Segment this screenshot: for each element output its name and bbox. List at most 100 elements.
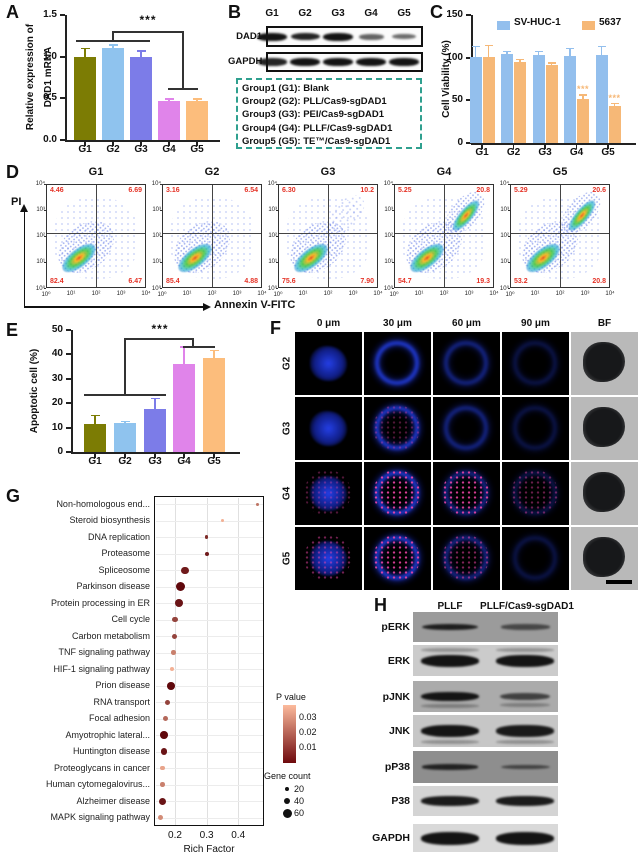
transfection-speckles xyxy=(442,469,490,517)
image-g3-90μm xyxy=(502,397,569,460)
flow-y-tick-label: 10² xyxy=(500,233,509,239)
group-legend-line: Group4 (G4): PLLF/Cas9-sgDAD1 xyxy=(242,122,393,134)
error-bar-cap xyxy=(150,397,160,400)
dot-plot-frame xyxy=(154,496,264,826)
flow-x-tick-label: 10² xyxy=(555,291,565,297)
error-bar-cap xyxy=(90,414,100,417)
pathway-label: Cell cycle xyxy=(111,614,150,625)
flow-x-tick-label: 10⁰ xyxy=(41,292,51,298)
pvalue-legend-title: P value xyxy=(276,692,306,702)
grid-line-horizontal xyxy=(155,702,263,704)
flow-y-tick xyxy=(276,210,278,211)
x-tick-label: 0.4 xyxy=(231,830,246,841)
error-bar-cap xyxy=(164,98,174,100)
image-g4-0μm xyxy=(295,462,362,525)
x-tick xyxy=(140,142,142,146)
grid-line-horizontal xyxy=(155,537,263,539)
transfection-speckles xyxy=(304,469,352,517)
pathway-label: Huntington disease xyxy=(72,746,150,757)
significance-stars: *** xyxy=(608,92,621,103)
quadrant-value-ul: 4.46 xyxy=(50,187,64,194)
grid-line-horizontal xyxy=(155,801,263,803)
band-faint-pjnk-lane2 xyxy=(499,703,551,708)
band-erk-lane2 xyxy=(496,654,554,667)
lane-header-g5: G5 xyxy=(397,8,411,19)
band-perk-lane2 xyxy=(500,624,550,630)
flow-y-tick xyxy=(276,262,278,263)
blot-name-perk: pERK xyxy=(381,621,410,633)
y-tick-label: 50 xyxy=(451,94,463,106)
x-tick xyxy=(607,145,609,149)
quadrant-line-vertical xyxy=(328,185,329,287)
error-bar xyxy=(519,59,521,62)
flow-y-tick-label: 10² xyxy=(268,233,277,239)
genecount-dot xyxy=(284,786,290,792)
y-tick xyxy=(466,99,471,102)
spheroid-brightfield-blob xyxy=(583,472,625,513)
y-tick-label: 40 xyxy=(51,348,63,360)
flow-x-tick-label: 10⁴ xyxy=(489,291,499,297)
pathway-label: Steroid biosynthesis xyxy=(69,515,150,526)
x-category-label: G2 xyxy=(106,144,120,155)
panel-e-apoptosis-bar-chart: E Apoptotic cell (%) 0 10 20 30 40 50 G1 G2 G3 G4… xyxy=(0,318,265,486)
pathway-label: Proteasome xyxy=(101,548,150,559)
band-pp38-lane1 xyxy=(422,764,478,770)
y-tick-label: 1.0 xyxy=(43,50,57,62)
band-faint-pjnk-lane1 xyxy=(421,704,479,708)
band-perk-lane1 xyxy=(421,623,479,631)
bar-g5-svhuc1 xyxy=(595,55,608,143)
quadrant-line-vertical xyxy=(444,185,445,287)
fluorescence-ring xyxy=(512,340,557,385)
pathway-label: Parkinson disease xyxy=(76,581,150,592)
x-tick xyxy=(196,142,198,146)
column-header-2: 30 μm xyxy=(383,318,412,329)
image-g4-bf xyxy=(571,462,638,525)
flow-y-tick-label: 10⁴ xyxy=(499,181,509,187)
panel-a-y-axis-title-text: Relative expression of DAD1 mRNA xyxy=(25,23,54,131)
panel-h-label: H xyxy=(374,595,387,615)
y-axis xyxy=(71,330,73,454)
flow-x-tick-label: 10² xyxy=(207,291,217,297)
grid-line-vertical xyxy=(238,497,240,825)
band-p38-lane1 xyxy=(421,796,479,806)
flow-y-tick-label: 10³ xyxy=(36,207,45,213)
flow-x-tick-label: 10² xyxy=(91,291,101,297)
flow-y-tick-label: 10¹ xyxy=(500,259,509,265)
flow-x-tick-label: 10¹ xyxy=(66,291,76,297)
error-bar xyxy=(154,398,156,410)
error-bar xyxy=(168,99,170,101)
panel-e-y-axis-title: Apoptotic cell (%) xyxy=(24,336,40,446)
y-tick xyxy=(66,451,71,453)
grid-line-horizontal xyxy=(155,669,263,671)
image-g3-bf xyxy=(571,397,638,460)
y-tick xyxy=(66,353,71,356)
y-tick-label: 10 xyxy=(51,421,63,433)
quadrant-line-vertical xyxy=(212,185,213,287)
blot-name-pjnk: pJNK xyxy=(382,690,410,703)
flow-title-g1: G1 xyxy=(88,166,104,178)
pathway-label: Alzheimer disease xyxy=(76,795,150,806)
flow-y-tick-label: 10⁴ xyxy=(151,181,161,187)
quadrant-line-horizontal xyxy=(395,233,493,234)
quadrant-value-ur: 6.54 xyxy=(244,187,258,194)
significance-bracket-segment xyxy=(124,338,126,396)
x-category-label: G1 xyxy=(88,456,102,467)
x-category-label: G2 xyxy=(506,147,521,158)
pathway-dot-14 xyxy=(163,716,169,722)
fluorescence-ring xyxy=(512,470,557,515)
flow-title-g3: G3 xyxy=(320,166,336,178)
bar-g4-svhuc1 xyxy=(564,55,576,143)
image-g2-0μm xyxy=(295,332,362,395)
bar-g4 xyxy=(173,364,195,452)
error-bar xyxy=(112,45,114,49)
band-faint-jnk-lane1 xyxy=(421,740,479,744)
error-bar xyxy=(84,48,86,57)
pathway-label: HIF-1 signaling pathway xyxy=(53,663,150,674)
pathway-dot-9 xyxy=(171,633,177,639)
error-bar-cap xyxy=(566,47,574,50)
error-bar xyxy=(569,48,571,56)
flow-x-tick-label: 10⁰ xyxy=(505,292,515,298)
bar-g2 xyxy=(102,48,124,140)
annexin-axis-arrow-line xyxy=(23,306,204,308)
panel-e-label: E xyxy=(6,320,19,340)
